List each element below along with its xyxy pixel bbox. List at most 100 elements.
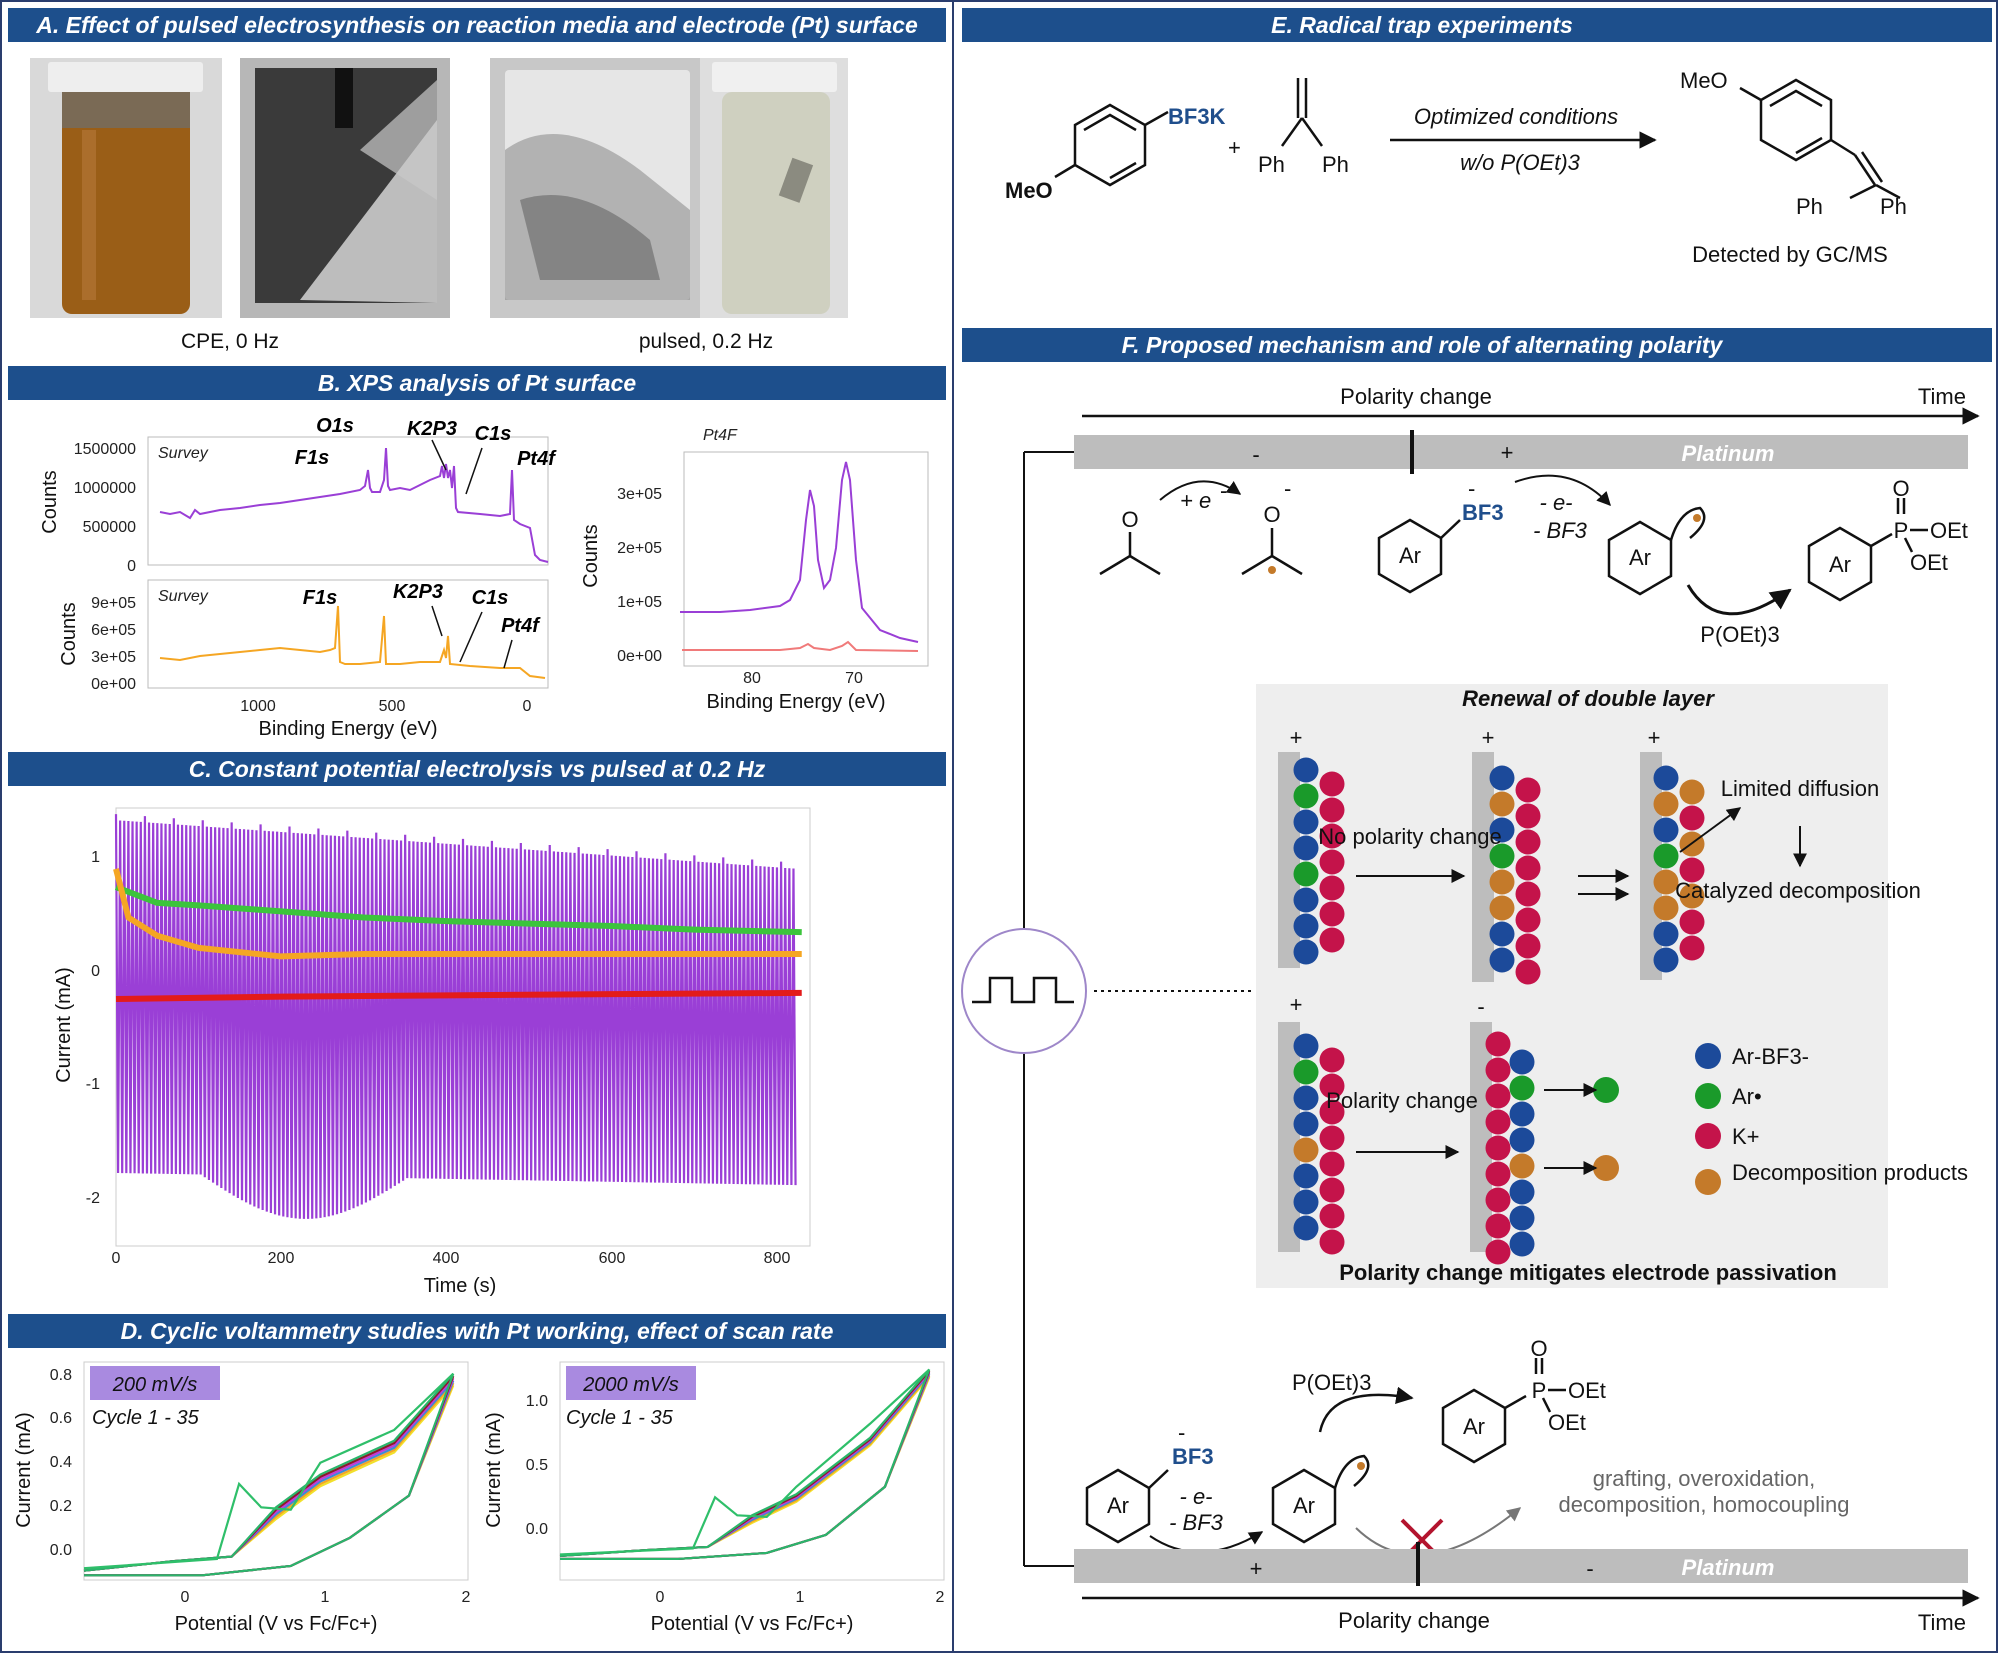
particle-s2b-1 <box>1515 803 1541 829</box>
electrode-plate <box>1278 752 1300 968</box>
panel-a-header-bar <box>8 8 946 42</box>
particle-s3a-4 <box>1653 869 1679 895</box>
phosphonate-bottom-structure <box>1441 1358 1566 1464</box>
product-structure <box>1739 78 1901 200</box>
particle-s4a-1 <box>1293 1059 1319 1085</box>
survey2-pt4f-pointer <box>503 639 513 669</box>
survey1-ytick-0: 1500000 <box>74 441 136 458</box>
legend-arbf3: Ar-BF3- <box>1732 1044 1809 1069</box>
cv-left-rate-badge <box>90 1366 220 1400</box>
particle-s4b-5 <box>1319 1177 1345 1203</box>
pt4f-label: Pt4F <box>703 427 738 444</box>
legend-k: K+ <box>1732 1124 1760 1149</box>
minus-bf3-bottom: - BF3 <box>1169 1510 1224 1535</box>
pt4f-xtick-0: 80 <box>743 670 761 687</box>
survey2-frame <box>147 579 549 689</box>
ph-right: Ph <box>1322 152 1349 177</box>
pt4f-ylabel: Counts <box>580 524 602 587</box>
c-ytick-3: -2 <box>86 1190 100 1207</box>
cv-left-ytick-1: 0.6 <box>50 1410 72 1427</box>
no-polarity-change: No polarity change <box>1318 824 1501 849</box>
phosphonate-top-oet1: OEt <box>1930 518 1968 543</box>
peak-pt4f-2: Pt4f <box>501 615 541 637</box>
particle-s5b-0 <box>1509 1049 1535 1075</box>
pt4f-ytick-0: 3e+05 <box>617 486 662 503</box>
particle-s5a-2 <box>1485 1083 1511 1109</box>
panel-e-header-bar <box>962 8 1992 42</box>
peak-c1s-2: C1s <box>472 587 509 609</box>
particle-s4a-7 <box>1293 1215 1319 1241</box>
renewal-minus: - <box>1477 994 1484 1019</box>
electrode-plate <box>1278 1022 1300 1252</box>
pt4f-ytick-2: 1e+05 <box>617 594 662 611</box>
cv-curve-4 <box>83 1375 455 1577</box>
particle-s4a-2 <box>1293 1085 1319 1111</box>
particle-s5a-3 <box>1485 1109 1511 1135</box>
cv-curve-5 <box>83 1372 455 1577</box>
catalyzed-decomposition: Catalyzed decomposition <box>1675 878 1921 903</box>
particle-s3b-3 <box>1679 857 1705 883</box>
cv-first-cycle <box>559 1368 930 1556</box>
particle-s5b-6 <box>1509 1205 1535 1231</box>
peak-f1s-1: F1s <box>295 447 329 469</box>
bottom-platinum: Platinum <box>1682 1555 1775 1580</box>
renewal-plus-2: + <box>1482 725 1495 750</box>
particle-s4b-4 <box>1319 1151 1345 1177</box>
diffusion-arrow <box>1679 807 1742 853</box>
panel-c-header: C. Constant potential electrolysis vs pu… <box>189 756 766 782</box>
particle-s2a-3 <box>1489 843 1515 869</box>
legend-dot-k <box>1695 1123 1721 1149</box>
phosphonation-arrow-top <box>1686 584 1792 616</box>
detected-label: Detected by GC/MS <box>1692 242 1888 267</box>
conditions-label-2: w/o P(OEt)3 <box>1460 150 1581 175</box>
particle-s4b-0 <box>1319 1047 1345 1073</box>
survey2-xtick-1: 500 <box>379 698 406 715</box>
plus-e-label: + e <box>1180 488 1211 513</box>
square-wave-icon <box>972 976 1074 1004</box>
panel-d-header: D. Cyclic voltammetry studies with Pt wo… <box>121 1318 834 1344</box>
ketyl-structure <box>1241 528 1303 576</box>
legend-dot-arbf3 <box>1695 1043 1721 1069</box>
particle-s5b-1 <box>1509 1075 1535 1101</box>
particle-s4b-6 <box>1319 1203 1345 1229</box>
arbf3-bottom-bf3: BF3 <box>1172 1444 1214 1469</box>
particle-s5a-1 <box>1485 1057 1511 1083</box>
vial-cpe-photo <box>30 58 222 318</box>
cv-left-ytick-3: 0.2 <box>50 1498 72 1515</box>
survey2-ylabel: Counts <box>58 602 80 665</box>
c-ytick-0: 1 <box>91 849 100 866</box>
renewal-plus-3: + <box>1648 725 1661 750</box>
particle-s1a-4 <box>1293 861 1319 887</box>
double-layer-diagram <box>1278 752 1705 1265</box>
arbf3-top-structure <box>1377 518 1461 594</box>
particle-s2b-4 <box>1515 881 1541 907</box>
cv-left-frame <box>83 1361 469 1581</box>
renewal-plus-1: + <box>1290 725 1303 750</box>
cv-left-ytick-2: 0.4 <box>50 1454 72 1471</box>
panel-d-header-bar <box>8 1314 946 1348</box>
top-time: Time <box>1918 384 1966 409</box>
survey2-xtick-2: 0 <box>523 698 532 715</box>
phosphonate-top-structure <box>1807 498 1928 602</box>
survey2-xlabel: Binding Energy (eV) <box>259 718 438 740</box>
phosphonate-bottom-p: P <box>1532 1378 1547 1403</box>
phosphonate-top-p: P <box>1894 518 1909 543</box>
survey1-k2p3-pointer <box>431 439 447 471</box>
particle-s5b-4 <box>1509 1153 1535 1179</box>
mitigates-label: Polarity change mitigates electrode pass… <box>1339 1260 1837 1285</box>
ar-radical-bottom-structure <box>1271 1454 1370 1544</box>
aryl-bf3k-structure <box>1054 103 1169 187</box>
particle-s1a-0 <box>1293 757 1319 783</box>
c-xlabel: Time (s) <box>424 1275 497 1297</box>
particle-s1b-4 <box>1319 875 1345 901</box>
peak-k2p3-2: K2P3 <box>393 581 443 603</box>
cv-curve-2 <box>559 1373 931 1561</box>
ph-left: Ph <box>1258 152 1285 177</box>
pt4f-ytick-1: 2e+05 <box>617 540 662 557</box>
arbf3-bottom-minus: - <box>1178 1420 1185 1445</box>
meo-label: MeO <box>1005 178 1053 203</box>
legend-dot-ar-radical <box>1695 1083 1721 1109</box>
phosphonate-top-ar: Ar <box>1829 552 1851 577</box>
side-reactions-2: decomposition, homocoupling <box>1558 1492 1849 1517</box>
